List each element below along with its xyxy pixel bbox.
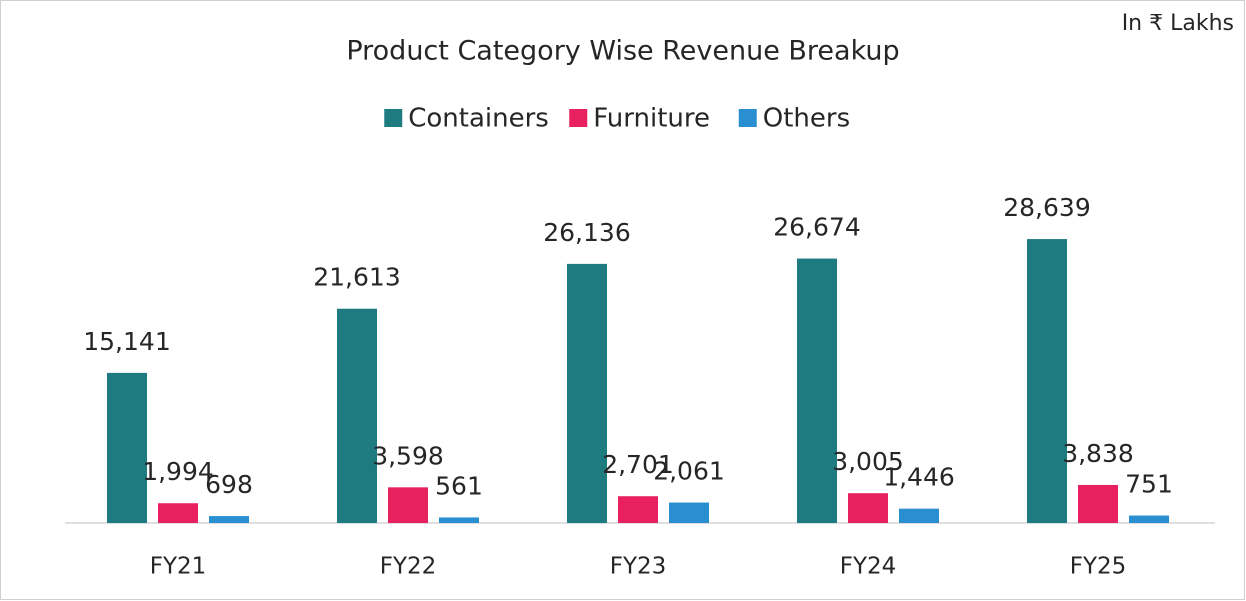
bar bbox=[1027, 239, 1067, 524]
data-label: 1,446 bbox=[883, 463, 955, 492]
bar bbox=[797, 258, 837, 523]
data-label: 15,141 bbox=[83, 327, 170, 356]
data-label: 698 bbox=[205, 470, 253, 499]
legend-label: Furniture bbox=[593, 104, 710, 134]
bar bbox=[337, 308, 377, 523]
x-tick-label: FY24 bbox=[840, 554, 897, 580]
bar bbox=[158, 503, 198, 523]
data-label: 21,613 bbox=[313, 263, 400, 292]
bar bbox=[669, 502, 709, 523]
data-label: 2,701 bbox=[602, 450, 674, 479]
data-label: 26,674 bbox=[773, 213, 860, 242]
x-tick-label: FY22 bbox=[380, 554, 437, 580]
data-label: 2,061 bbox=[653, 457, 725, 486]
bar bbox=[848, 493, 888, 523]
bar bbox=[388, 487, 428, 523]
bar bbox=[209, 516, 249, 523]
data-label: 3,838 bbox=[1062, 439, 1134, 468]
legend-label: Others bbox=[763, 104, 850, 134]
bar bbox=[439, 517, 479, 523]
bar bbox=[899, 508, 939, 523]
legend-swatch bbox=[384, 109, 403, 127]
x-tick-label: FY21 bbox=[150, 554, 207, 580]
bar bbox=[1078, 484, 1118, 523]
chart-title: Product Category Wise Revenue Breakup bbox=[346, 36, 899, 67]
data-label: 3,598 bbox=[372, 441, 444, 470]
legend-swatch bbox=[569, 109, 588, 127]
x-tick-label: FY25 bbox=[1070, 554, 1127, 580]
unit-note: In ₹ Lakhs bbox=[1122, 11, 1234, 36]
data-label: 3,005 bbox=[832, 447, 904, 476]
legend-label: Containers bbox=[408, 104, 549, 134]
data-label: 1,994 bbox=[142, 457, 214, 486]
legend-swatch bbox=[738, 109, 757, 127]
bar bbox=[618, 496, 658, 523]
bar bbox=[107, 372, 147, 523]
data-label: 26,136 bbox=[543, 218, 630, 247]
bar bbox=[567, 263, 607, 523]
bar bbox=[1129, 515, 1169, 523]
data-label: 751 bbox=[1125, 470, 1173, 499]
x-tick-label: FY23 bbox=[610, 554, 667, 580]
data-label: 561 bbox=[435, 471, 483, 500]
data-label: 28,639 bbox=[1003, 193, 1090, 222]
